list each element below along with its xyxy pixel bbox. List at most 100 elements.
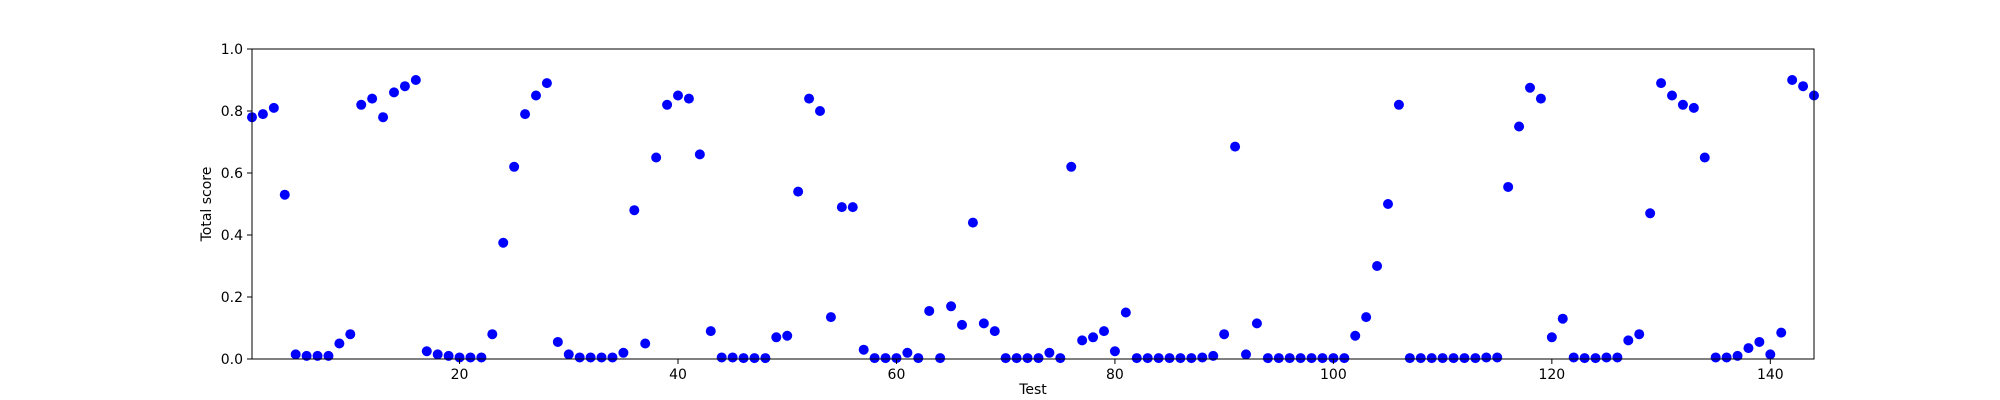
data-point <box>1710 352 1721 363</box>
data-point <box>1470 353 1481 364</box>
data-point <box>1197 352 1208 363</box>
x-tick-label: 100 <box>1320 367 1347 383</box>
data-point <box>1131 353 1142 364</box>
data-point <box>1328 353 1339 364</box>
data-point <box>607 352 618 363</box>
data-point <box>1514 121 1525 132</box>
data-point <box>1492 352 1503 363</box>
data-point <box>1350 330 1361 341</box>
data-point <box>1732 350 1743 361</box>
data-point <box>1525 82 1535 93</box>
data-point <box>520 109 531 120</box>
data-point <box>1393 99 1404 110</box>
y-tick-label: 0.2 <box>221 290 243 306</box>
data-point <box>1699 152 1710 163</box>
data-point <box>432 349 443 360</box>
data-point <box>1109 346 1120 357</box>
data-point <box>1241 349 1251 360</box>
data-point <box>705 326 716 337</box>
data-point <box>1481 352 1492 363</box>
y-axis-label: Total score <box>199 167 215 243</box>
data-point <box>541 78 552 89</box>
data-point <box>1656 78 1667 89</box>
data-point <box>1284 353 1295 364</box>
plot-frame <box>251 48 1815 360</box>
data-point <box>1798 81 1809 92</box>
y-axis: 0.0 0.2 0.4 0.6 0.8 1.0 <box>221 42 252 368</box>
data-point <box>913 353 924 364</box>
data-point <box>1743 343 1754 354</box>
data-point <box>1415 353 1426 364</box>
data-point <box>345 329 356 340</box>
data-point <box>662 99 673 110</box>
data-point <box>957 319 967 330</box>
data-point <box>902 347 913 358</box>
data-point <box>290 349 301 360</box>
data-point <box>1667 90 1677 101</box>
data-point <box>312 350 323 361</box>
x-axis: 20 40 60 80 100 120 140 <box>451 359 1784 383</box>
x-tick-label: 140 <box>1757 367 1784 383</box>
data-point <box>727 352 738 363</box>
data-point <box>694 149 705 160</box>
data-point <box>257 109 268 120</box>
data-point <box>1590 353 1601 364</box>
data-point <box>1372 261 1383 271</box>
data-point <box>1164 353 1175 364</box>
data-point <box>1317 353 1328 364</box>
data-point <box>301 350 312 361</box>
data-point <box>563 349 574 360</box>
data-point <box>1055 353 1066 364</box>
data-point <box>476 352 487 363</box>
data-point <box>946 301 957 312</box>
data-point <box>1579 353 1590 364</box>
data-point <box>760 353 771 364</box>
data-point <box>1459 353 1470 364</box>
data-point <box>1645 208 1656 219</box>
data-point <box>749 353 760 364</box>
data-point <box>1568 352 1579 363</box>
data-point <box>1044 347 1055 358</box>
data-point <box>1230 141 1241 152</box>
data-point <box>1404 353 1415 364</box>
data-point <box>651 152 662 163</box>
data-point <box>454 352 465 363</box>
data-point <box>716 352 727 363</box>
x-tick-label: 20 <box>451 367 469 383</box>
data-point <box>1623 335 1634 346</box>
data-point <box>498 237 509 248</box>
data-point <box>1677 99 1688 110</box>
data-point <box>869 353 880 364</box>
data-point <box>825 312 836 323</box>
data-point <box>268 102 279 113</box>
data-point <box>1219 329 1230 340</box>
data-point <box>1634 329 1645 340</box>
data-point <box>509 161 520 172</box>
data-point <box>683 93 694 104</box>
data-point <box>1721 352 1732 363</box>
data-point <box>1535 93 1546 104</box>
data-point <box>1000 353 1011 364</box>
data-point <box>367 93 378 104</box>
data-point <box>1088 332 1099 343</box>
data-point <box>891 353 902 364</box>
data-point <box>1153 353 1164 364</box>
data-point <box>531 90 541 101</box>
x-tick-label: 120 <box>1538 367 1565 383</box>
data-point <box>1306 353 1317 364</box>
data-point <box>443 350 454 361</box>
data-point <box>410 75 421 85</box>
data-point <box>1383 199 1393 209</box>
data-point <box>673 90 683 101</box>
data-point <box>421 346 432 357</box>
data-point <box>1066 161 1077 172</box>
y-tick-label: 0.6 <box>221 166 243 182</box>
data-point <box>1022 353 1033 364</box>
data-point <box>880 353 891 364</box>
data-point <box>1251 318 1262 329</box>
data-point <box>323 350 334 361</box>
y-tick-label: 1.0 <box>221 42 243 58</box>
data-point <box>1011 353 1022 364</box>
data-point <box>487 329 498 340</box>
